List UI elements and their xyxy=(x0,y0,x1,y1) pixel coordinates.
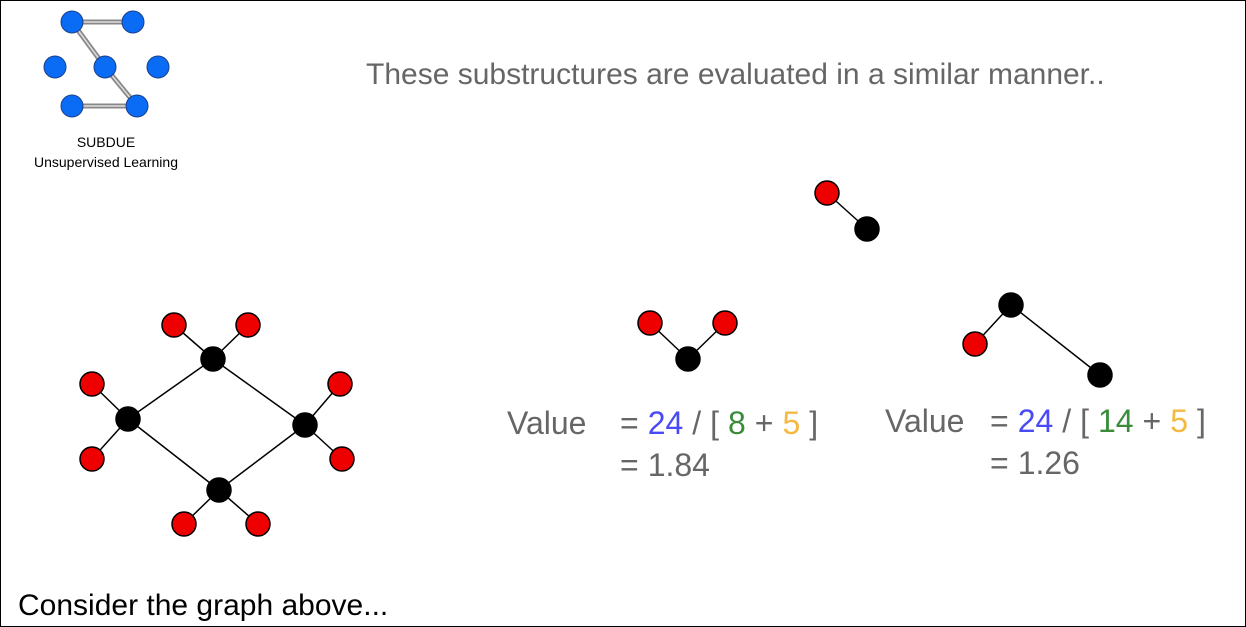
formula-divide: / [ xyxy=(1062,403,1089,439)
main-graph xyxy=(79,312,355,537)
formula: = 24 / [ 8 +5] xyxy=(620,405,818,441)
formula-term2: 5 xyxy=(1170,403,1188,439)
result-equals: = xyxy=(990,445,1009,481)
formula-term1: 8 xyxy=(728,405,746,441)
value-label: Value xyxy=(507,405,586,441)
formula-close: ] xyxy=(809,405,818,441)
substructure-top xyxy=(814,180,880,242)
formula-close: ] xyxy=(1197,403,1206,439)
logo: SUBDUE Unsupervised Learning xyxy=(34,10,178,170)
formula: = 24 / [ 14 +5] xyxy=(990,403,1206,439)
result-equals: = xyxy=(620,447,639,483)
formula-plus: + xyxy=(755,405,774,441)
result-value: 1.26 xyxy=(1018,445,1080,481)
formula-equals: = xyxy=(990,403,1009,439)
formula-term2: 5 xyxy=(782,405,800,441)
result: = 1.26 xyxy=(990,445,1080,481)
value-label: Value xyxy=(885,403,964,439)
logo-title: SUBDUE xyxy=(77,134,135,150)
formula-numerator: 24 xyxy=(1018,403,1054,439)
substructure-1 xyxy=(637,310,738,372)
logo-nodes xyxy=(43,10,170,118)
heading: These substructures are evaluated in a s… xyxy=(366,58,1105,91)
result: = 1.84 xyxy=(620,447,710,483)
formula-divide: / [ xyxy=(692,405,719,441)
formula-numerator: 24 xyxy=(648,405,684,441)
caption: Consider the graph above... xyxy=(18,589,388,622)
formula-equals: = xyxy=(620,405,639,441)
substructure-2 xyxy=(962,292,1113,388)
formula-plus: + xyxy=(1143,403,1162,439)
logo-subtitle: Unsupervised Learning xyxy=(34,154,178,170)
formula-term1: 14 xyxy=(1098,403,1134,439)
result-value: 1.84 xyxy=(648,447,710,483)
